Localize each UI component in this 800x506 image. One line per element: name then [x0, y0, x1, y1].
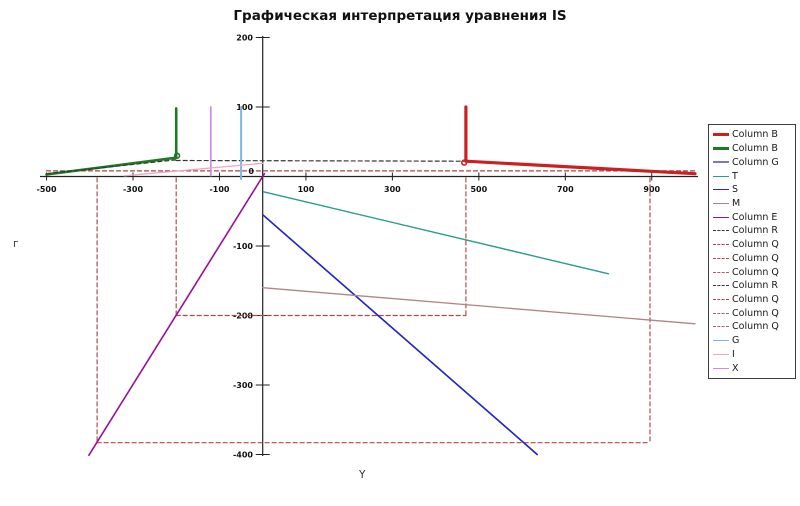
legend-swatch-line	[713, 285, 729, 287]
legend-item: Column Q	[709, 251, 795, 265]
legend-item: Column R	[709, 279, 795, 293]
legend-item-label: Column Q	[732, 252, 779, 264]
legend-item: Column Q	[709, 320, 795, 334]
legend-item-label: Column R	[732, 280, 779, 292]
series-line-t	[262, 191, 610, 275]
x-tick-label: 500	[470, 185, 487, 194]
legend-item-label: Column Q	[732, 293, 779, 305]
legend-item-label: I	[732, 348, 735, 360]
legend-item: Column Q	[709, 306, 795, 320]
legend-swatch-line	[713, 202, 729, 204]
x-tick-label: 100	[298, 185, 315, 194]
legend-item: Column Q	[709, 238, 795, 252]
legend-swatch-line	[713, 257, 729, 259]
legend-swatch-line	[713, 353, 729, 355]
legend-item: I	[709, 348, 795, 362]
x-tick-label: 300	[384, 185, 401, 194]
legend-swatch-line	[713, 230, 729, 232]
legend-item-label: Column Q	[732, 239, 779, 251]
legend-item-label: Column Q	[732, 321, 779, 333]
x-tick-label: -100	[209, 185, 229, 194]
legend-item-label: X	[732, 362, 739, 374]
series-line-column-r	[45, 159, 177, 175]
series-line-column-e	[88, 172, 266, 457]
legend-item-label: S	[732, 184, 739, 196]
legend-item: Column Q	[709, 265, 795, 279]
y-tick-label: 100	[236, 103, 253, 112]
legend-item-label: G	[732, 335, 740, 347]
legend-item: Column Q	[709, 293, 795, 307]
legend-item: Column B	[709, 142, 795, 156]
legend-item: T	[709, 169, 795, 183]
legend-item: Column B	[709, 128, 795, 142]
x-tick-label: 900	[643, 185, 660, 194]
legend-item: S	[709, 183, 795, 197]
legend: Column B Column B Column G T S M Column E Colum…	[708, 124, 796, 379]
series-line-column-b	[464, 105, 697, 176]
x-tick-label: -300	[123, 185, 143, 194]
series-knot-column-b	[173, 152, 181, 159]
legend-item-label: T	[732, 170, 738, 182]
legend-swatch-line	[713, 367, 729, 369]
legend-swatch-line	[713, 340, 729, 342]
series-line-column-r	[175, 159, 467, 162]
legend-swatch-line	[713, 161, 729, 164]
legend-swatch-line	[713, 147, 729, 151]
legend-item-label: Column Q	[732, 307, 779, 319]
legend-item-label: M	[732, 197, 741, 209]
legend-item: Column G	[709, 155, 795, 169]
legend-item: M	[709, 197, 795, 211]
legend-item: Column E	[709, 210, 795, 224]
series-line-s	[261, 213, 539, 456]
legend-swatch-line	[713, 189, 729, 191]
y-axis-label: г	[13, 238, 19, 250]
legend-item-label: Column G	[732, 156, 779, 168]
series-line-i	[123, 162, 264, 177]
legend-item-label: Column Q	[732, 266, 779, 278]
series-line-m	[262, 287, 696, 325]
x-axis-label: Y	[359, 469, 366, 481]
legend-item-label: Column B	[732, 129, 778, 141]
series-line-column-b	[45, 107, 178, 176]
y-tick-label: -100	[233, 242, 253, 251]
legend-item-label: Column B	[732, 143, 778, 155]
legend-item-label: Column E	[732, 211, 778, 223]
legend-item-label: Column R	[732, 225, 779, 237]
series-knot-column-b	[461, 159, 468, 166]
legend-swatch-line	[713, 244, 729, 246]
y-tick-label: -300	[233, 381, 253, 390]
legend-swatch-line	[713, 312, 729, 314]
chart-title: Графическая интерпретация уравнения IS	[233, 8, 567, 24]
legend-swatch-line	[713, 271, 729, 273]
y-tick-label: -400	[233, 451, 253, 460]
origin-tick-label: 0	[248, 167, 254, 176]
legend-swatch-line	[713, 298, 729, 300]
legend-swatch-line	[713, 216, 729, 218]
x-tick-label: 700	[557, 185, 574, 194]
legend-swatch-line	[713, 133, 729, 137]
x-tick-label: -500	[37, 185, 57, 194]
legend-item: Column R	[709, 224, 795, 238]
legend-swatch-line	[713, 175, 729, 177]
legend-swatch-line	[713, 326, 729, 328]
legend-item: G	[709, 334, 795, 348]
y-tick-label: 200	[236, 34, 253, 43]
legend-item: X	[709, 361, 795, 375]
